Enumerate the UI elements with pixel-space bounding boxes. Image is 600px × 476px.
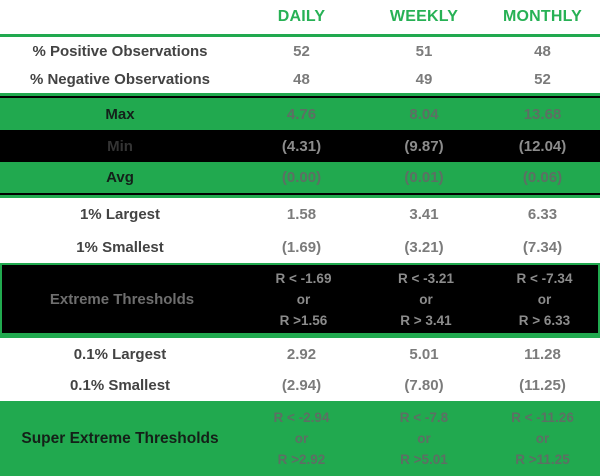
cell-monthly: R < -7.34 or R > 6.33 (487, 268, 600, 331)
cell-daily: R < -2.94 or R >2.92 (240, 407, 363, 470)
cell-daily: (2.94) (281, 377, 322, 394)
threshold-line: R > 6.33 (518, 312, 571, 328)
row-label: 0.1% Largest (73, 345, 167, 363)
cell-monthly: 52 (534, 70, 551, 88)
cell-monthly: (11.25) (519, 377, 566, 394)
cell-daily: R < -1.69 or R >1.56 (242, 268, 365, 331)
threshold-line: R < -7.8 (399, 410, 449, 425)
cell-weekly: R < -3.21 or R > 3.41 (365, 268, 487, 331)
table-row-negative-observations: % Negative Observations 48 49 52 (0, 65, 600, 93)
table-row-01pct-largest: 0.1% Largest 2.92 5.01 11.28 (0, 338, 600, 370)
table-row-01pct-smallest: 0.1% Smallest (2.94) (7.80) (11.25) (0, 370, 600, 401)
cell-monthly: (7.34) (522, 238, 563, 256)
divider-black (0, 96, 600, 98)
column-header-monthly: MONTHLY (502, 8, 583, 25)
threshold-line: R >5.01 (400, 452, 448, 467)
column-header-daily: DAILY (277, 8, 326, 25)
cell-daily: 52 (293, 42, 310, 60)
threshold-line: or (535, 431, 550, 446)
row-label: 0.1% Smallest (69, 377, 171, 394)
threshold-line: R >11.25 (515, 452, 570, 467)
table-row-super-extreme-thresholds: Super Extreme Thresholds R < -2.94 or R … (0, 401, 600, 476)
threshold-line: R >1.56 (279, 312, 328, 328)
threshold-line: or (296, 291, 311, 307)
cell-weekly: (7.80) (404, 377, 444, 394)
table-row-avg: Avg (0.00) (0.01) (0.06) (0, 162, 600, 193)
cell-weekly: R < -7.8 or R >5.01 (363, 407, 485, 470)
row-label: % Negative Observations (29, 70, 211, 88)
threshold-line: R < -7.34 (516, 270, 573, 286)
row-label: Max (105, 105, 135, 123)
table-row-1pct-smallest: 1% Smallest (1.69) (3.21) (7.34) (0, 231, 600, 263)
cell-daily: (0.00) (281, 169, 322, 186)
cell-weekly: (3.21) (404, 238, 444, 256)
threshold-line: R < -1.69 (275, 270, 332, 286)
cell-monthly: 48 (534, 42, 551, 60)
threshold-line: R >2.92 (277, 452, 326, 467)
threshold-line: R < -3.21 (398, 270, 454, 286)
threshold-line: or (537, 291, 552, 307)
cell-daily: 2.92 (286, 345, 317, 363)
table-row-extreme-thresholds: Extreme Thresholds R < -1.69 or R >1.56 … (0, 263, 600, 335)
row-label: % Positive Observations (32, 42, 208, 60)
divider-green (0, 34, 600, 37)
threshold-line: or (419, 291, 433, 307)
threshold-line: or (294, 431, 309, 446)
cell-daily: 4.76 (286, 105, 317, 123)
cell-daily: (1.69) (281, 238, 322, 256)
row-label: Extreme Thresholds (49, 290, 195, 308)
cell-monthly: 11.28 (524, 345, 561, 363)
cell-monthly: 13.68 (523, 105, 562, 123)
cell-monthly: (0.06) (522, 169, 563, 186)
cell-weekly: (0.01) (404, 169, 444, 186)
threshold-line: R < -11.26 (511, 410, 574, 425)
cell-weekly: 3.41 (409, 206, 439, 223)
row-label: 1% Largest (79, 206, 161, 223)
divider-green (0, 335, 600, 338)
cell-monthly: (12.04) (518, 137, 567, 155)
cell-weekly: 51 (415, 42, 433, 60)
cell-weekly: 8.04 (409, 105, 439, 123)
divider-green (0, 93, 600, 96)
divider-green (0, 195, 600, 198)
cell-weekly: 49 (415, 70, 433, 88)
table-row-1pct-largest: 1% Largest 1.58 3.41 6.33 (0, 198, 600, 231)
threshold-line: R > 3.41 (400, 312, 452, 328)
table-row-positive-observations: % Positive Observations 52 51 48 (0, 37, 600, 65)
row-label: Min (107, 137, 133, 155)
threshold-line: R < -2.94 (273, 410, 330, 425)
threshold-line: or (417, 431, 431, 446)
row-label: 1% Smallest (76, 238, 164, 256)
cell-monthly: 6.33 (527, 206, 558, 223)
row-label: Avg (106, 169, 134, 186)
divider-black (0, 193, 600, 195)
cell-daily: 1.58 (286, 206, 317, 223)
cell-weekly: (9.87) (404, 137, 444, 155)
header-row: DAILY WEEKLY MONTHLY (0, 0, 600, 34)
table-row-min: Min (4.31) (9.87) (12.04) (0, 130, 600, 162)
table-row-max: Max 4.76 8.04 13.68 (0, 98, 600, 130)
column-header-weekly: WEEKLY (389, 8, 459, 25)
cell-daily: (4.31) (281, 137, 322, 155)
cell-weekly: 5.01 (409, 345, 439, 363)
row-label: Super Extreme Thresholds (21, 429, 219, 447)
cell-daily: 48 (293, 70, 310, 88)
cell-monthly: R < -11.26 or R >11.25 (485, 407, 600, 470)
